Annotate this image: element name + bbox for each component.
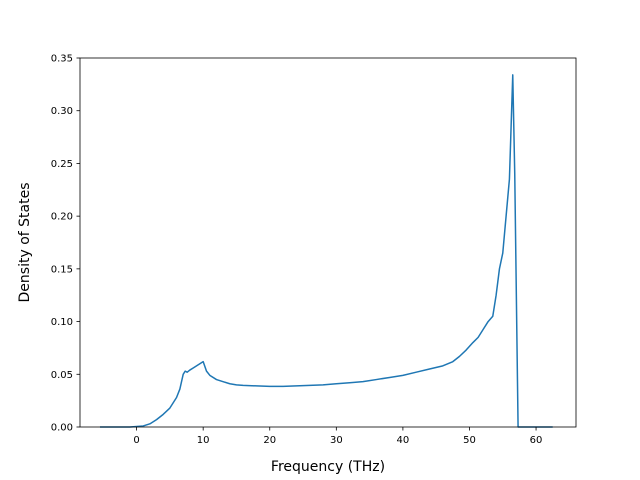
x-tick-label: 20 — [263, 435, 276, 446]
x-tick-label: 40 — [397, 435, 410, 446]
plot-frame — [79, 57, 577, 428]
y-tick-label: 0.10 — [51, 317, 73, 328]
x-tick-label: 30 — [330, 435, 343, 446]
x-tick-label: 10 — [197, 435, 210, 446]
x-tick-label: 0 — [133, 435, 139, 446]
y-tick-label: 0.15 — [51, 264, 73, 275]
series-line-0 — [99, 74, 553, 428]
y-tick-label: 0.20 — [51, 212, 73, 223]
y-tick-label: 0.25 — [51, 159, 73, 170]
x-axis-label: Frequency (THz) — [271, 459, 385, 475]
y-tick-label: 0.30 — [51, 106, 73, 117]
x-tick-label: 60 — [530, 435, 543, 446]
y-axis-label: Density of States — [17, 183, 33, 303]
y-tick-label: 0.35 — [51, 54, 73, 65]
y-tick-label: 0.05 — [51, 370, 73, 381]
y-tick-label: 0.00 — [51, 423, 73, 434]
x-tick-label: 50 — [463, 435, 476, 446]
